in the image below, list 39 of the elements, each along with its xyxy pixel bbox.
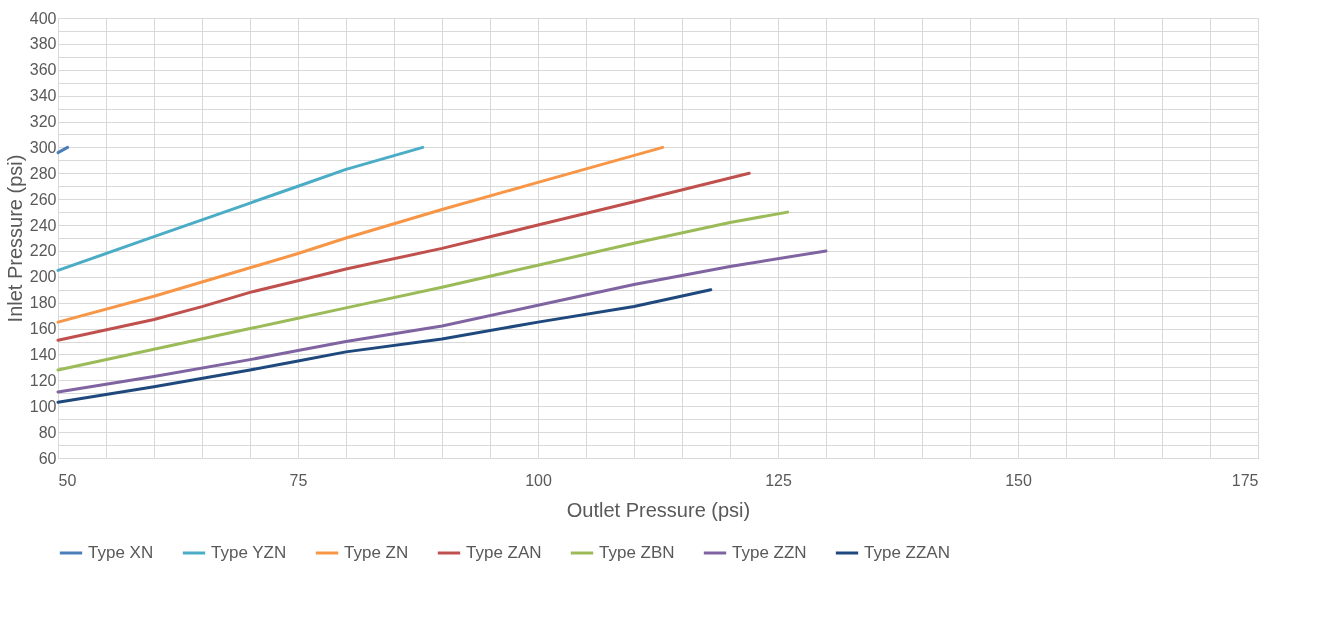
y-tick-label: 280 (29, 164, 57, 182)
x-tick-label: 150 (1005, 471, 1032, 489)
y-tick-label: 160 (29, 320, 57, 338)
legend-label: Type YZN (211, 543, 287, 562)
y-tick-label: 140 (29, 345, 57, 363)
legend-label: Type ZBN (599, 543, 675, 562)
y-tick-label: 380 (29, 35, 57, 53)
y-tick-label: 340 (29, 87, 57, 105)
y-tick-label: 400 (29, 9, 57, 27)
line-series (56, 210, 790, 372)
legend-label: Type ZZN (732, 543, 807, 562)
x-tick-label: 100 (525, 471, 552, 489)
legend-label: Type XN (88, 543, 154, 562)
legend-label: Type ZZAN (864, 543, 950, 562)
y-tick-label: 220 (29, 242, 57, 260)
y-tick-label: 260 (29, 190, 57, 208)
x-tick-label: 175 (1231, 471, 1259, 489)
x-tick-label: 75 (289, 471, 308, 489)
legend-label: Type ZAN (466, 543, 542, 562)
y-tick-label: 200 (29, 268, 57, 286)
line-series (56, 171, 751, 342)
y-tick-label: 240 (29, 216, 57, 234)
x-axis-title: Outlet Pressure (psi) (566, 498, 751, 521)
y-tick-label: 80 (38, 423, 57, 441)
x-tick-label: 125 (765, 471, 792, 489)
line-series (56, 145, 665, 324)
x-tick-label: 50 (58, 471, 77, 489)
y-tick-label: 120 (29, 371, 57, 389)
y-tick-label: 100 (29, 397, 57, 415)
y-tick-label: 360 (29, 61, 57, 79)
legend-label: Type ZN (344, 543, 409, 562)
y-axis-title: Inlet Pressure (psi) (3, 154, 26, 323)
line-series (56, 288, 713, 404)
y-tick-label: 60 (38, 449, 57, 467)
y-tick-label: 180 (29, 294, 57, 312)
line-series (56, 249, 828, 394)
line-series (56, 145, 425, 272)
y-tick-label: 300 (29, 138, 57, 156)
y-tick-label: 320 (29, 113, 57, 131)
